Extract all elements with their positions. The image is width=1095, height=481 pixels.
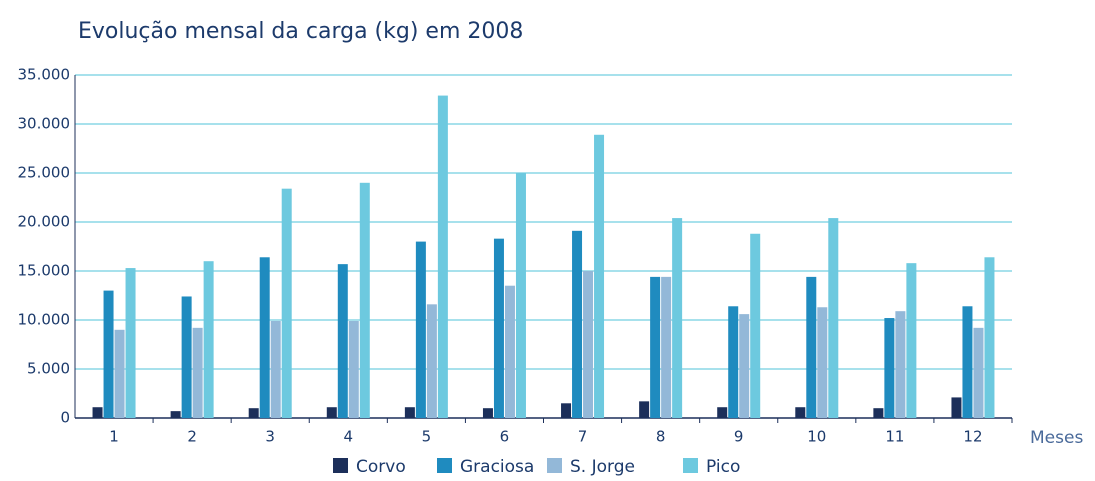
bar [583, 271, 594, 418]
bar [951, 397, 962, 418]
bar [572, 230, 583, 418]
legend-swatch [547, 458, 562, 473]
legend-label: Pico [706, 457, 740, 477]
chart-title: Evolução mensal da carga (kg) em 2008 [78, 19, 523, 44]
bar [482, 408, 493, 418]
bar [348, 320, 359, 418]
bar [437, 95, 448, 418]
legend-label: Corvo [356, 457, 406, 477]
x-tick-label: 4 [344, 428, 354, 446]
bar [326, 407, 337, 418]
y-tick-label: 20.000 [18, 213, 71, 231]
bar [504, 285, 515, 418]
bar [337, 264, 348, 418]
x-tick-label: 12 [963, 428, 982, 446]
y-tick-label: 15.000 [18, 262, 71, 280]
bar [984, 257, 995, 418]
bar [125, 268, 136, 418]
bar [728, 306, 739, 418]
bar [181, 296, 192, 418]
legend-label: S. Jorge [570, 457, 635, 477]
bar [515, 173, 526, 418]
bar [906, 263, 917, 418]
bar [806, 276, 817, 418]
x-tick-label: 11 [885, 428, 904, 446]
bar [962, 306, 973, 418]
bar [359, 182, 370, 418]
legend-swatch [333, 458, 348, 473]
legend-swatch [683, 458, 698, 473]
bar [817, 307, 828, 418]
y-tick-label: 35.000 [18, 66, 71, 84]
bar [873, 408, 884, 418]
bar [248, 408, 259, 418]
y-tick-label: 10.000 [18, 311, 71, 329]
bar [973, 327, 984, 418]
x-tick-label: 6 [500, 428, 510, 446]
x-tick-label: 1 [109, 428, 119, 446]
bar [561, 403, 572, 418]
bar [895, 311, 906, 418]
bar [270, 320, 281, 418]
bar [672, 218, 683, 418]
bar [650, 276, 661, 418]
bar [415, 241, 426, 418]
legend-label: Graciosa [460, 457, 534, 477]
y-tick-label: 0 [60, 409, 70, 427]
x-tick-label: 3 [265, 428, 275, 446]
x-tick-label: 8 [656, 428, 666, 446]
bar [281, 188, 292, 418]
bar [661, 276, 672, 418]
y-tick-label: 25.000 [18, 164, 71, 182]
bar [404, 407, 415, 418]
bar [884, 318, 895, 418]
bar [114, 329, 125, 418]
x-axis-label: Meses [1030, 428, 1083, 448]
y-tick-label: 30.000 [18, 115, 71, 133]
y-tick-label: 5.000 [27, 360, 70, 378]
bar [795, 407, 806, 418]
bar [92, 407, 103, 418]
bar [192, 327, 203, 418]
bar [717, 407, 728, 418]
bar [203, 261, 214, 418]
x-tick-label: 5 [422, 428, 432, 446]
bar [594, 134, 605, 418]
x-tick-label: 7 [578, 428, 588, 446]
bar [103, 290, 114, 418]
legend-swatch [437, 458, 452, 473]
bar [739, 314, 750, 418]
bar [639, 401, 650, 418]
x-tick-label: 10 [807, 428, 826, 446]
bar [259, 257, 270, 418]
x-tick-label: 9 [734, 428, 744, 446]
bar [750, 233, 761, 418]
bar [426, 304, 437, 418]
bar [828, 218, 839, 418]
x-tick-label: 2 [187, 428, 197, 446]
bar [493, 238, 504, 418]
bar [170, 411, 181, 418]
